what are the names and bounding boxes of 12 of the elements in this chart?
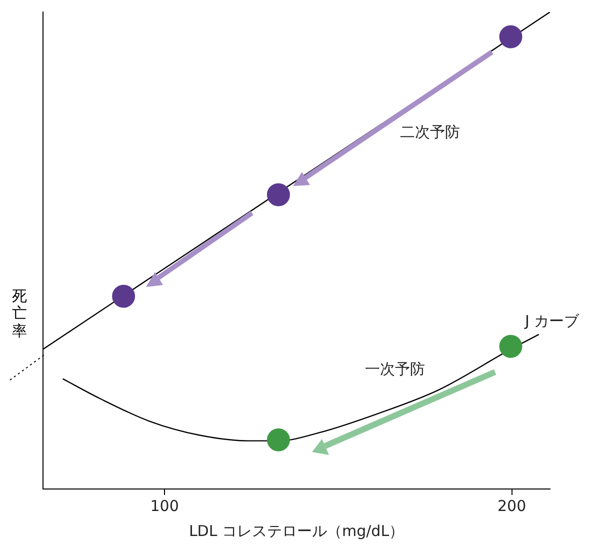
point	[266, 183, 290, 206]
point	[499, 25, 522, 48]
x-axis-title: LDL コレステロール（mg/dL）	[188, 522, 404, 540]
x-tick-label: 200	[497, 496, 526, 515]
x-tick-label: 100	[150, 496, 179, 515]
point	[112, 284, 136, 308]
y-axis-title: 死亡率	[12, 287, 28, 340]
point	[266, 428, 290, 452]
annotation: 一次予防	[365, 360, 425, 378]
annotation: J カーブ	[524, 312, 580, 330]
annotation: 二次予防	[400, 122, 460, 141]
point	[499, 334, 522, 358]
